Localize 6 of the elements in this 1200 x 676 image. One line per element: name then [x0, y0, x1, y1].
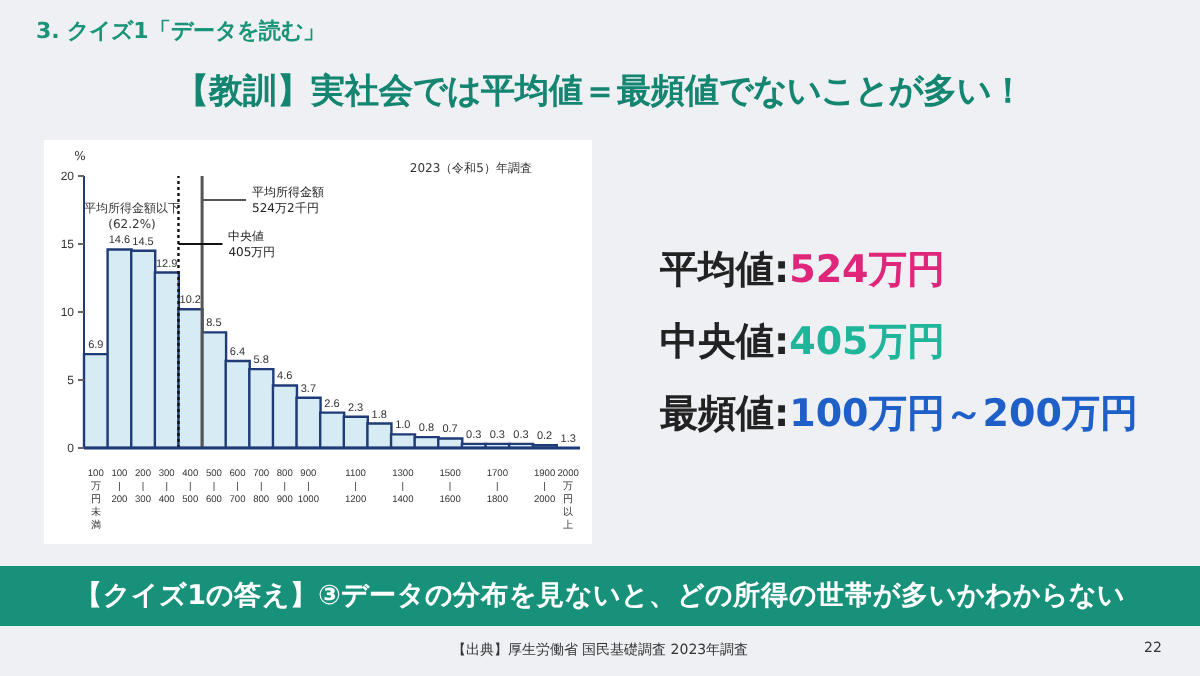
text: 平均値:524万円: [660, 246, 947, 296]
text: 最頻値:100万円～200万円: [660, 390, 1138, 440]
chart-title: 【教訓】実社会では平均値＝最頻値でないことが多い！: [173, 70, 1027, 114]
text: 【クイズ1の答え】③データの分布を見ないと、どの所得の世帯が多いかわからない: [0, 566, 1200, 626]
text: 中央値:405万円: [660, 318, 947, 368]
chart-subtitle: 3. クイズ1「データを読む」: [36, 16, 325, 46]
